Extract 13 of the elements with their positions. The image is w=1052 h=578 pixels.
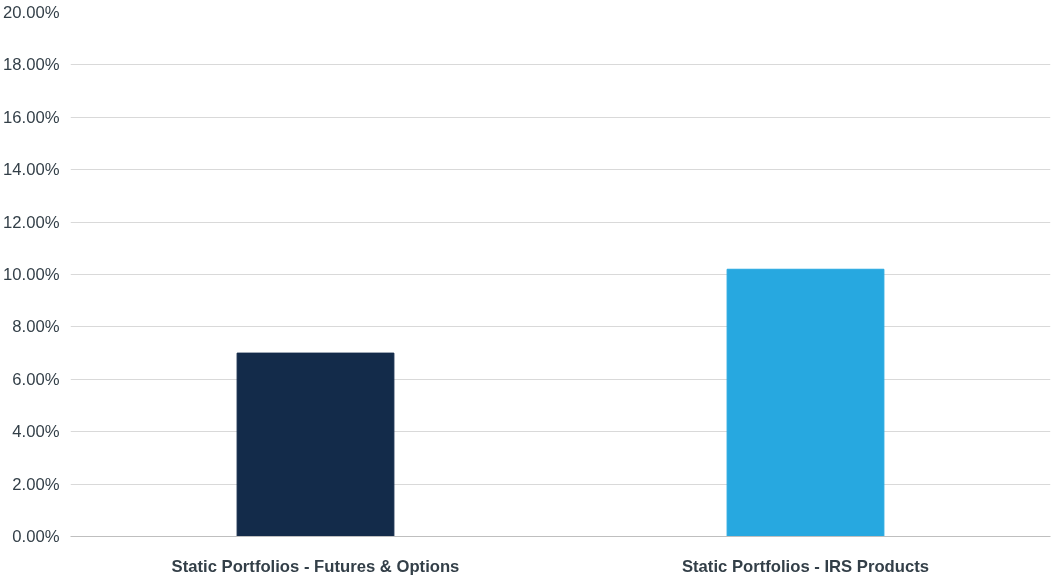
y-tick-label: 20.00%	[3, 3, 60, 22]
y-tick-label: 10.00%	[3, 265, 60, 284]
y-tick-label: 12.00%	[3, 212, 60, 232]
x-tick-label: Static Portfolios - IRS Products	[681, 556, 930, 576]
y-tick-label: 2.00%	[12, 474, 60, 494]
y-tick-label: 16.00%	[3, 107, 60, 127]
y-tick-label: 8.00%	[12, 317, 60, 337]
y-tick-label: 0.00%	[12, 527, 60, 546]
y-tick-label: 4.00%	[12, 422, 60, 442]
y-tick-label: 14.00%	[3, 160, 60, 180]
y-tick-label: 18.00%	[3, 55, 60, 75]
x-tick-label: Static Portfolios - Futures & Options	[171, 556, 460, 576]
y-tick-label: 6.00%	[12, 369, 60, 389]
